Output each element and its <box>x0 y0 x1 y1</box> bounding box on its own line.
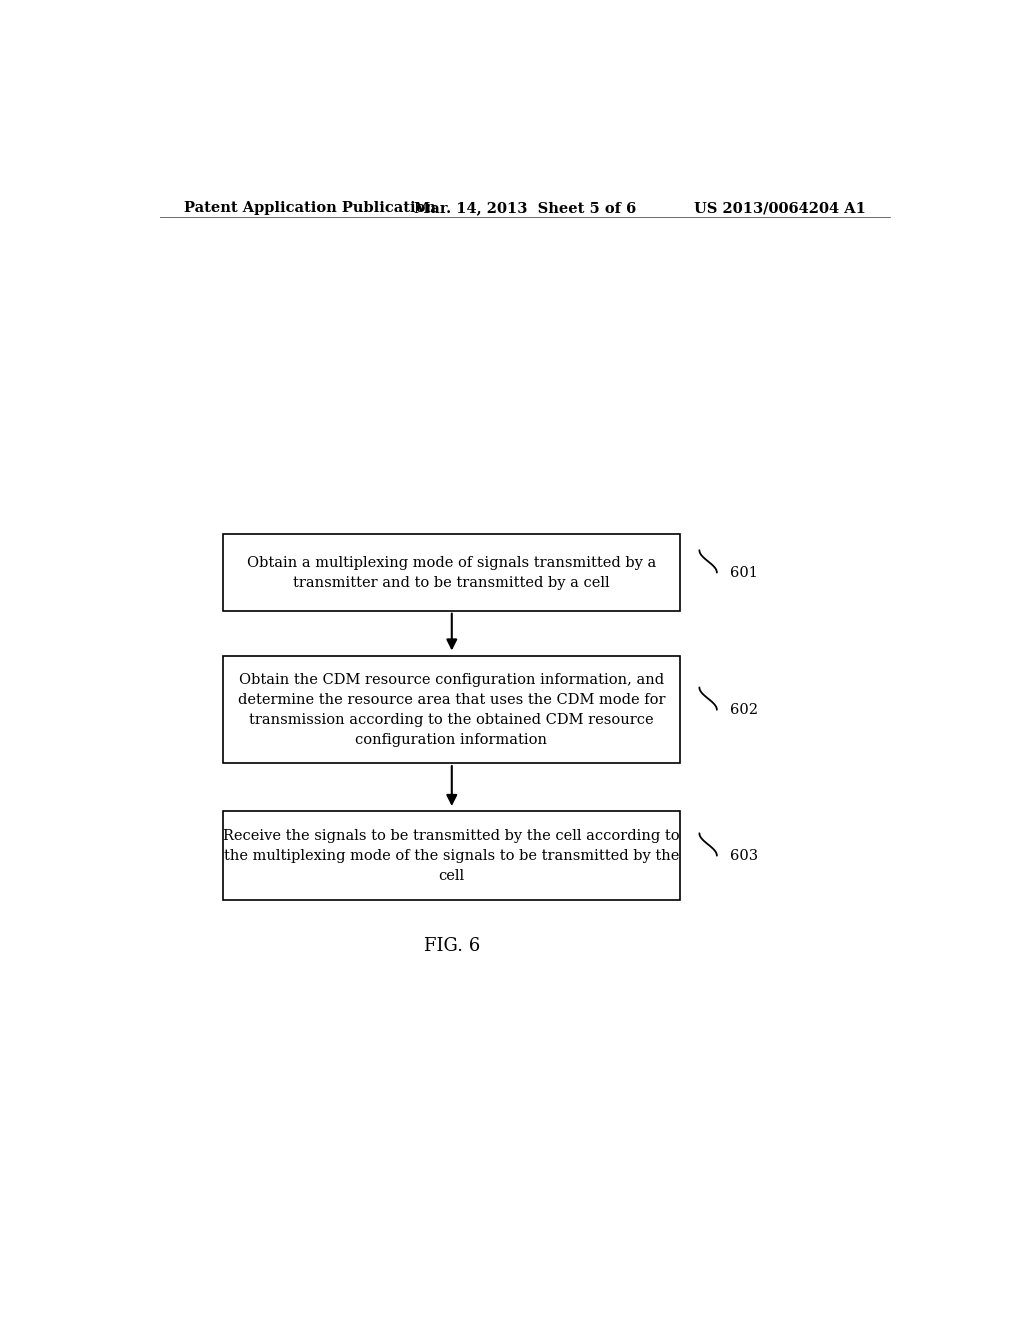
Text: FIG. 6: FIG. 6 <box>424 937 480 956</box>
Text: 603: 603 <box>729 849 758 863</box>
Bar <box>223 656 680 763</box>
Text: Obtain the CDM resource configuration information, and
determine the resource ar: Obtain the CDM resource configuration in… <box>238 673 666 747</box>
Bar <box>223 535 680 611</box>
Text: US 2013/0064204 A1: US 2013/0064204 A1 <box>694 201 866 215</box>
Text: 602: 602 <box>729 702 758 717</box>
Text: Mar. 14, 2013  Sheet 5 of 6: Mar. 14, 2013 Sheet 5 of 6 <box>414 201 636 215</box>
Bar <box>223 810 680 900</box>
Text: Obtain a multiplexing mode of signals transmitted by a
transmitter and to be tra: Obtain a multiplexing mode of signals tr… <box>247 556 656 590</box>
Text: Patent Application Publication: Patent Application Publication <box>183 201 435 215</box>
Text: Receive the signals to be transmitted by the cell according to
the multiplexing : Receive the signals to be transmitted by… <box>223 829 680 883</box>
Text: 601: 601 <box>729 565 758 579</box>
